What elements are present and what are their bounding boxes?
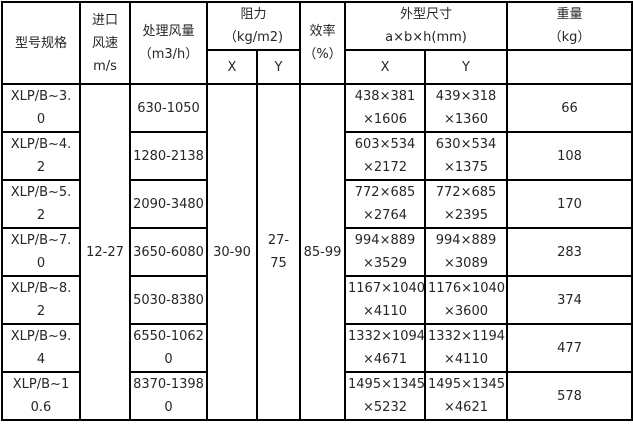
dim-y-cell: 1332×1194 ×4110 [424, 323, 509, 373]
model-cell: XLP/B~1 0.6 [1, 371, 81, 421]
spec-table: 型号规格 进口 风速 m/s 处理风量 （m3/h） 阻力 （kg/m2) 效率… [1, 1, 633, 421]
dim-y-cell: 439×318 ×1360 [424, 83, 509, 133]
dim-x-cell: 772×685 ×2764 [344, 179, 427, 229]
spec-table-container: 型号规格 进口 风速 m/s 处理风量 （m3/h） 阻力 （kg/m2) 效率… [1, 1, 633, 421]
airflow-cell: 1280-2138 [129, 131, 208, 181]
model-cell: XLP/B~9. 4 [1, 323, 81, 373]
header-row-2: X Y X Y [2, 49, 633, 85]
weight-cell: 66 [506, 83, 633, 133]
resistance-y-value: 27-75 [255, 83, 302, 421]
model-cell: XLP/B~3. 0 [1, 83, 81, 133]
table-row: XLP/B~4. 2 1280-2138 603×534 ×2172 630×5… [1, 131, 633, 181]
header-dimensions-y: Y [424, 49, 509, 85]
weight-cell: 108 [506, 131, 633, 181]
dim-y-cell: 1495×1345 ×4621 [424, 371, 509, 421]
table-row: XLP/B~3. 0 12-27 630-1050 30-90 27-75 85… [1, 83, 633, 421]
header-resistance: 阻力 （kg/m2) [205, 1, 302, 51]
header-inlet-velocity: 进口 风速 m/s [79, 1, 131, 85]
dim-x-cell: 438×381 ×1606 [344, 83, 427, 133]
header-resistance-y: Y [255, 49, 302, 85]
model-cell: XLP/B~8. 2 [1, 275, 81, 325]
dim-y-cell: 630×534 ×1375 [424, 131, 509, 181]
model-cell: XLP/B~4. 2 [1, 131, 81, 181]
table-row: XLP/B~8. 2 5030-8380 1167×1040 ×4110 117… [1, 275, 633, 325]
airflow-cell: 3650-6080 [129, 227, 208, 277]
dim-y-cell: 994×889 ×3089 [424, 227, 509, 277]
weight-cell: 578 [506, 371, 633, 421]
dim-y-cell: 772×685 ×2395 [424, 179, 509, 229]
weight-cell: 170 [506, 179, 633, 229]
table-row: XLP/B~1 0.6 8370-1398 0 1495×1345 ×5232 … [1, 371, 633, 421]
airflow-cell: 2090-3480 [129, 179, 208, 229]
efficiency-value: 85-99 [299, 83, 347, 421]
header-model-spec: 型号规格 [1, 1, 81, 85]
airflow-cell: 5030-8380 [129, 275, 208, 325]
dim-x-cell: 994×889 ×3529 [344, 227, 427, 277]
airflow-cell: 8370-1398 0 [129, 371, 208, 421]
table-row: XLP/B~7. 0 3650-6080 994×889 ×3529 994×8… [1, 227, 633, 277]
table-row: XLP/B~9. 4 6550-1062 0 1332×1094 ×4671 1… [1, 323, 633, 373]
inlet-velocity-value: 12-27 [79, 83, 131, 421]
header-efficiency: 效率 （%） [299, 1, 347, 85]
header-row-1: 型号规格 进口 风速 m/s 处理风量 （m3/h） 阻力 （kg/m2) 效率… [1, 1, 633, 85]
weight-cell: 374 [506, 275, 633, 325]
model-cell: XLP/B~7. 0 [1, 227, 81, 277]
dim-x-cell: 1167×1040 ×4110 [344, 275, 427, 325]
airflow-cell: 6550-1062 0 [129, 323, 208, 373]
dim-x-cell: 1332×1094 ×4671 [344, 323, 427, 373]
header-weight-empty [506, 49, 633, 85]
header-resistance-x: X [206, 49, 258, 85]
dim-y-cell: 1176×1040 ×3600 [424, 275, 509, 325]
weight-cell: 477 [506, 323, 633, 373]
weight-cell: 283 [506, 227, 633, 277]
header-dimensions-x: X [344, 49, 427, 85]
model-cell: XLP/B~5. 2 [1, 179, 81, 229]
resistance-x-value: 30-90 [206, 83, 258, 421]
dim-x-cell: 603×534 ×2172 [344, 131, 427, 181]
header-airflow: 处理风量 （m3/h） [129, 1, 208, 85]
header-weight: 重量 （kg） [506, 1, 633, 51]
header-dimensions: 外型尺寸 a×b×h(mm) [344, 1, 509, 51]
dim-x-cell: 1495×1345 ×5232 [344, 371, 427, 421]
table-row: XLP/B~5. 2 2090-3480 772×685 ×2764 772×6… [1, 179, 633, 229]
airflow-cell: 630-1050 [129, 83, 208, 133]
